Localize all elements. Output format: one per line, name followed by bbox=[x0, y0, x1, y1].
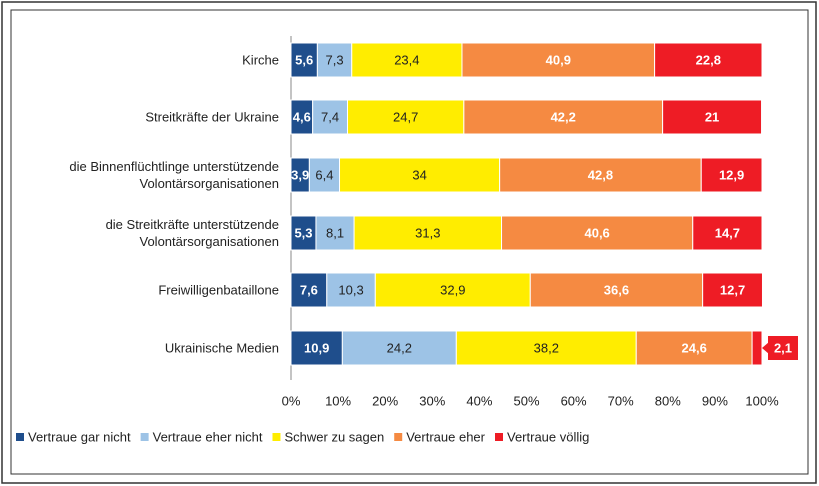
legend-label: Vertraue eher bbox=[406, 429, 485, 444]
x-tick-label: 30% bbox=[419, 393, 445, 408]
bar-segment bbox=[290, 42, 318, 78]
value-label: 24,2 bbox=[387, 340, 412, 355]
category-label: Ukrainische Medien bbox=[164, 340, 279, 356]
x-tick-label: 70% bbox=[608, 393, 634, 408]
x-tick-label: 80% bbox=[655, 393, 681, 408]
value-label: 2,1 bbox=[774, 340, 792, 355]
bar-segment bbox=[347, 99, 465, 135]
category-label: Streitkräfte der Ukraine bbox=[145, 109, 279, 125]
value-label: 5,3 bbox=[294, 225, 312, 240]
value-label: 8,1 bbox=[326, 225, 344, 240]
value-label: 24,7 bbox=[393, 109, 418, 124]
bar-segment bbox=[455, 330, 637, 366]
bar-segment bbox=[341, 330, 457, 366]
value-label: 5,6 bbox=[295, 52, 313, 67]
value-label: 40,6 bbox=[584, 225, 609, 240]
inner-border bbox=[10, 9, 809, 475]
x-tick-label: 10% bbox=[325, 393, 351, 408]
value-label: 23,4 bbox=[394, 52, 419, 67]
bar-segment bbox=[326, 272, 376, 308]
value-label: 14,7 bbox=[715, 225, 740, 240]
bar-segment bbox=[702, 272, 763, 308]
value-label: 42,8 bbox=[588, 167, 613, 182]
category-label: Freiwilligenbataillone bbox=[158, 282, 279, 298]
value-label: 10,9 bbox=[304, 340, 329, 355]
value-label: 7,3 bbox=[326, 52, 344, 67]
category-label: die Streitkräfte unterstützende Volontär… bbox=[105, 217, 279, 249]
value-label: 40,9 bbox=[546, 52, 571, 67]
bar-segment bbox=[351, 42, 463, 78]
bar-segment bbox=[353, 215, 503, 251]
bar-segment bbox=[529, 272, 704, 308]
value-label: 42,2 bbox=[551, 109, 576, 124]
value-label: 10,3 bbox=[338, 282, 363, 297]
value-label: 32,9 bbox=[440, 282, 465, 297]
callout-pointer bbox=[762, 342, 769, 354]
x-tick-label: 20% bbox=[372, 393, 398, 408]
legend-label: Vertraue gar nicht bbox=[28, 429, 131, 444]
bar-segment bbox=[662, 99, 763, 135]
bar-segment bbox=[501, 215, 694, 251]
category-label: die Binnenflüchtlinge unterstützende Vol… bbox=[69, 159, 279, 191]
x-tick-label: 60% bbox=[561, 393, 587, 408]
legend-swatch bbox=[16, 433, 24, 441]
value-label: 38,2 bbox=[534, 340, 559, 355]
x-tick-label: 40% bbox=[466, 393, 492, 408]
bar-segment bbox=[290, 215, 317, 251]
value-label: 4,6 bbox=[293, 109, 311, 124]
value-label: 34 bbox=[412, 167, 426, 182]
bar-segment bbox=[751, 330, 763, 366]
bar-segment bbox=[316, 42, 353, 78]
legend-swatch bbox=[140, 433, 149, 441]
value-label: 36,6 bbox=[604, 282, 629, 297]
legend-swatch bbox=[394, 433, 403, 441]
x-tick-label: 0% bbox=[282, 393, 301, 408]
category-label: Kirche bbox=[242, 52, 279, 68]
value-label: 7,4 bbox=[321, 109, 339, 124]
x-tick-label: 90% bbox=[702, 393, 728, 408]
value-label: 6,4 bbox=[315, 167, 333, 182]
bar-segment bbox=[290, 272, 328, 308]
bar-segment bbox=[315, 215, 355, 251]
bar-segment bbox=[463, 99, 664, 135]
x-tick-label: 50% bbox=[513, 393, 539, 408]
value-label: 24,6 bbox=[682, 340, 707, 355]
legend-label: Vertraue völlig bbox=[507, 429, 589, 444]
x-tick-label: 100% bbox=[745, 393, 779, 408]
value-label: 31,3 bbox=[415, 225, 440, 240]
bar-segment bbox=[654, 42, 763, 78]
bar-segment bbox=[499, 157, 702, 193]
value-label: 22,8 bbox=[696, 52, 721, 67]
value-label: 7,6 bbox=[300, 282, 318, 297]
legend-label: Vertraue eher nicht bbox=[153, 429, 263, 444]
value-label: 21 bbox=[705, 109, 719, 124]
legend-swatch bbox=[272, 433, 281, 441]
bar-segment bbox=[461, 42, 656, 78]
legend-label: Schwer zu sagen bbox=[284, 429, 384, 444]
bar-segment bbox=[692, 215, 763, 251]
value-label: 12,7 bbox=[720, 282, 745, 297]
callout-box bbox=[768, 336, 798, 360]
bar-segment bbox=[374, 272, 531, 308]
bar-segment bbox=[700, 157, 763, 193]
legend-swatch bbox=[495, 433, 503, 441]
value-label: 12,9 bbox=[719, 167, 744, 182]
value-label: 3,9 bbox=[291, 167, 309, 182]
